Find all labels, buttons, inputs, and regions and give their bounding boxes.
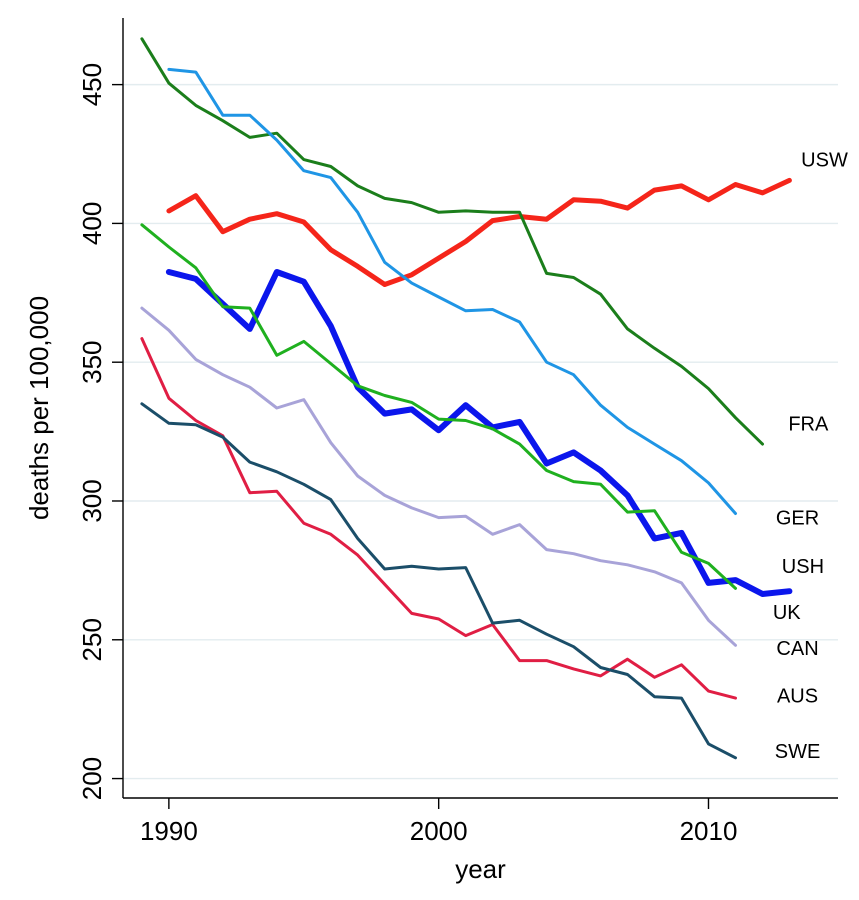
series-label-can: CAN: [776, 638, 818, 660]
series-label-aus: AUS: [777, 685, 818, 707]
series-line-uk: [140, 223, 737, 590]
axes: [122, 18, 838, 799]
series-label-swe: SWE: [775, 741, 821, 763]
series-labels: USW FRA GER USH UK CAN AUS SWE: [773, 150, 848, 763]
y-axis-title: deaths per 100,000: [24, 296, 54, 520]
series-label-ush: USH: [782, 556, 824, 578]
series-label-uk: UK: [773, 602, 801, 624]
series-line-fra: [140, 37, 764, 446]
series-line-ger: [167, 67, 737, 515]
series-line-swe: [140, 402, 737, 760]
series-label-ger: GER: [776, 508, 819, 530]
x-tick-label-2000: 2000: [410, 816, 468, 846]
y-tick-label-300: 300: [77, 479, 107, 522]
series-line-usw: [166, 177, 792, 287]
series-line-can: [140, 306, 737, 647]
series-label-usw: USW: [801, 150, 848, 172]
y-tick-label-250: 250: [77, 618, 107, 661]
y-tick-label-450: 450: [77, 63, 107, 106]
x-tick-label-2010: 2010: [680, 816, 738, 846]
y-tick-label-200: 200: [77, 757, 107, 800]
x-tick-label-1990: 1990: [140, 816, 198, 846]
y-tick-label-350: 350: [77, 341, 107, 384]
series-line-aus: [140, 337, 737, 700]
ticks: 200 250 300 350 400 450 1990 2000 2010: [77, 63, 737, 846]
series-lines: [140, 37, 793, 760]
x-axis-title: year: [455, 854, 506, 884]
y-tick-label-400: 400: [77, 202, 107, 245]
series-label-fra: FRA: [788, 413, 829, 435]
series-line-ush: [165, 269, 793, 597]
